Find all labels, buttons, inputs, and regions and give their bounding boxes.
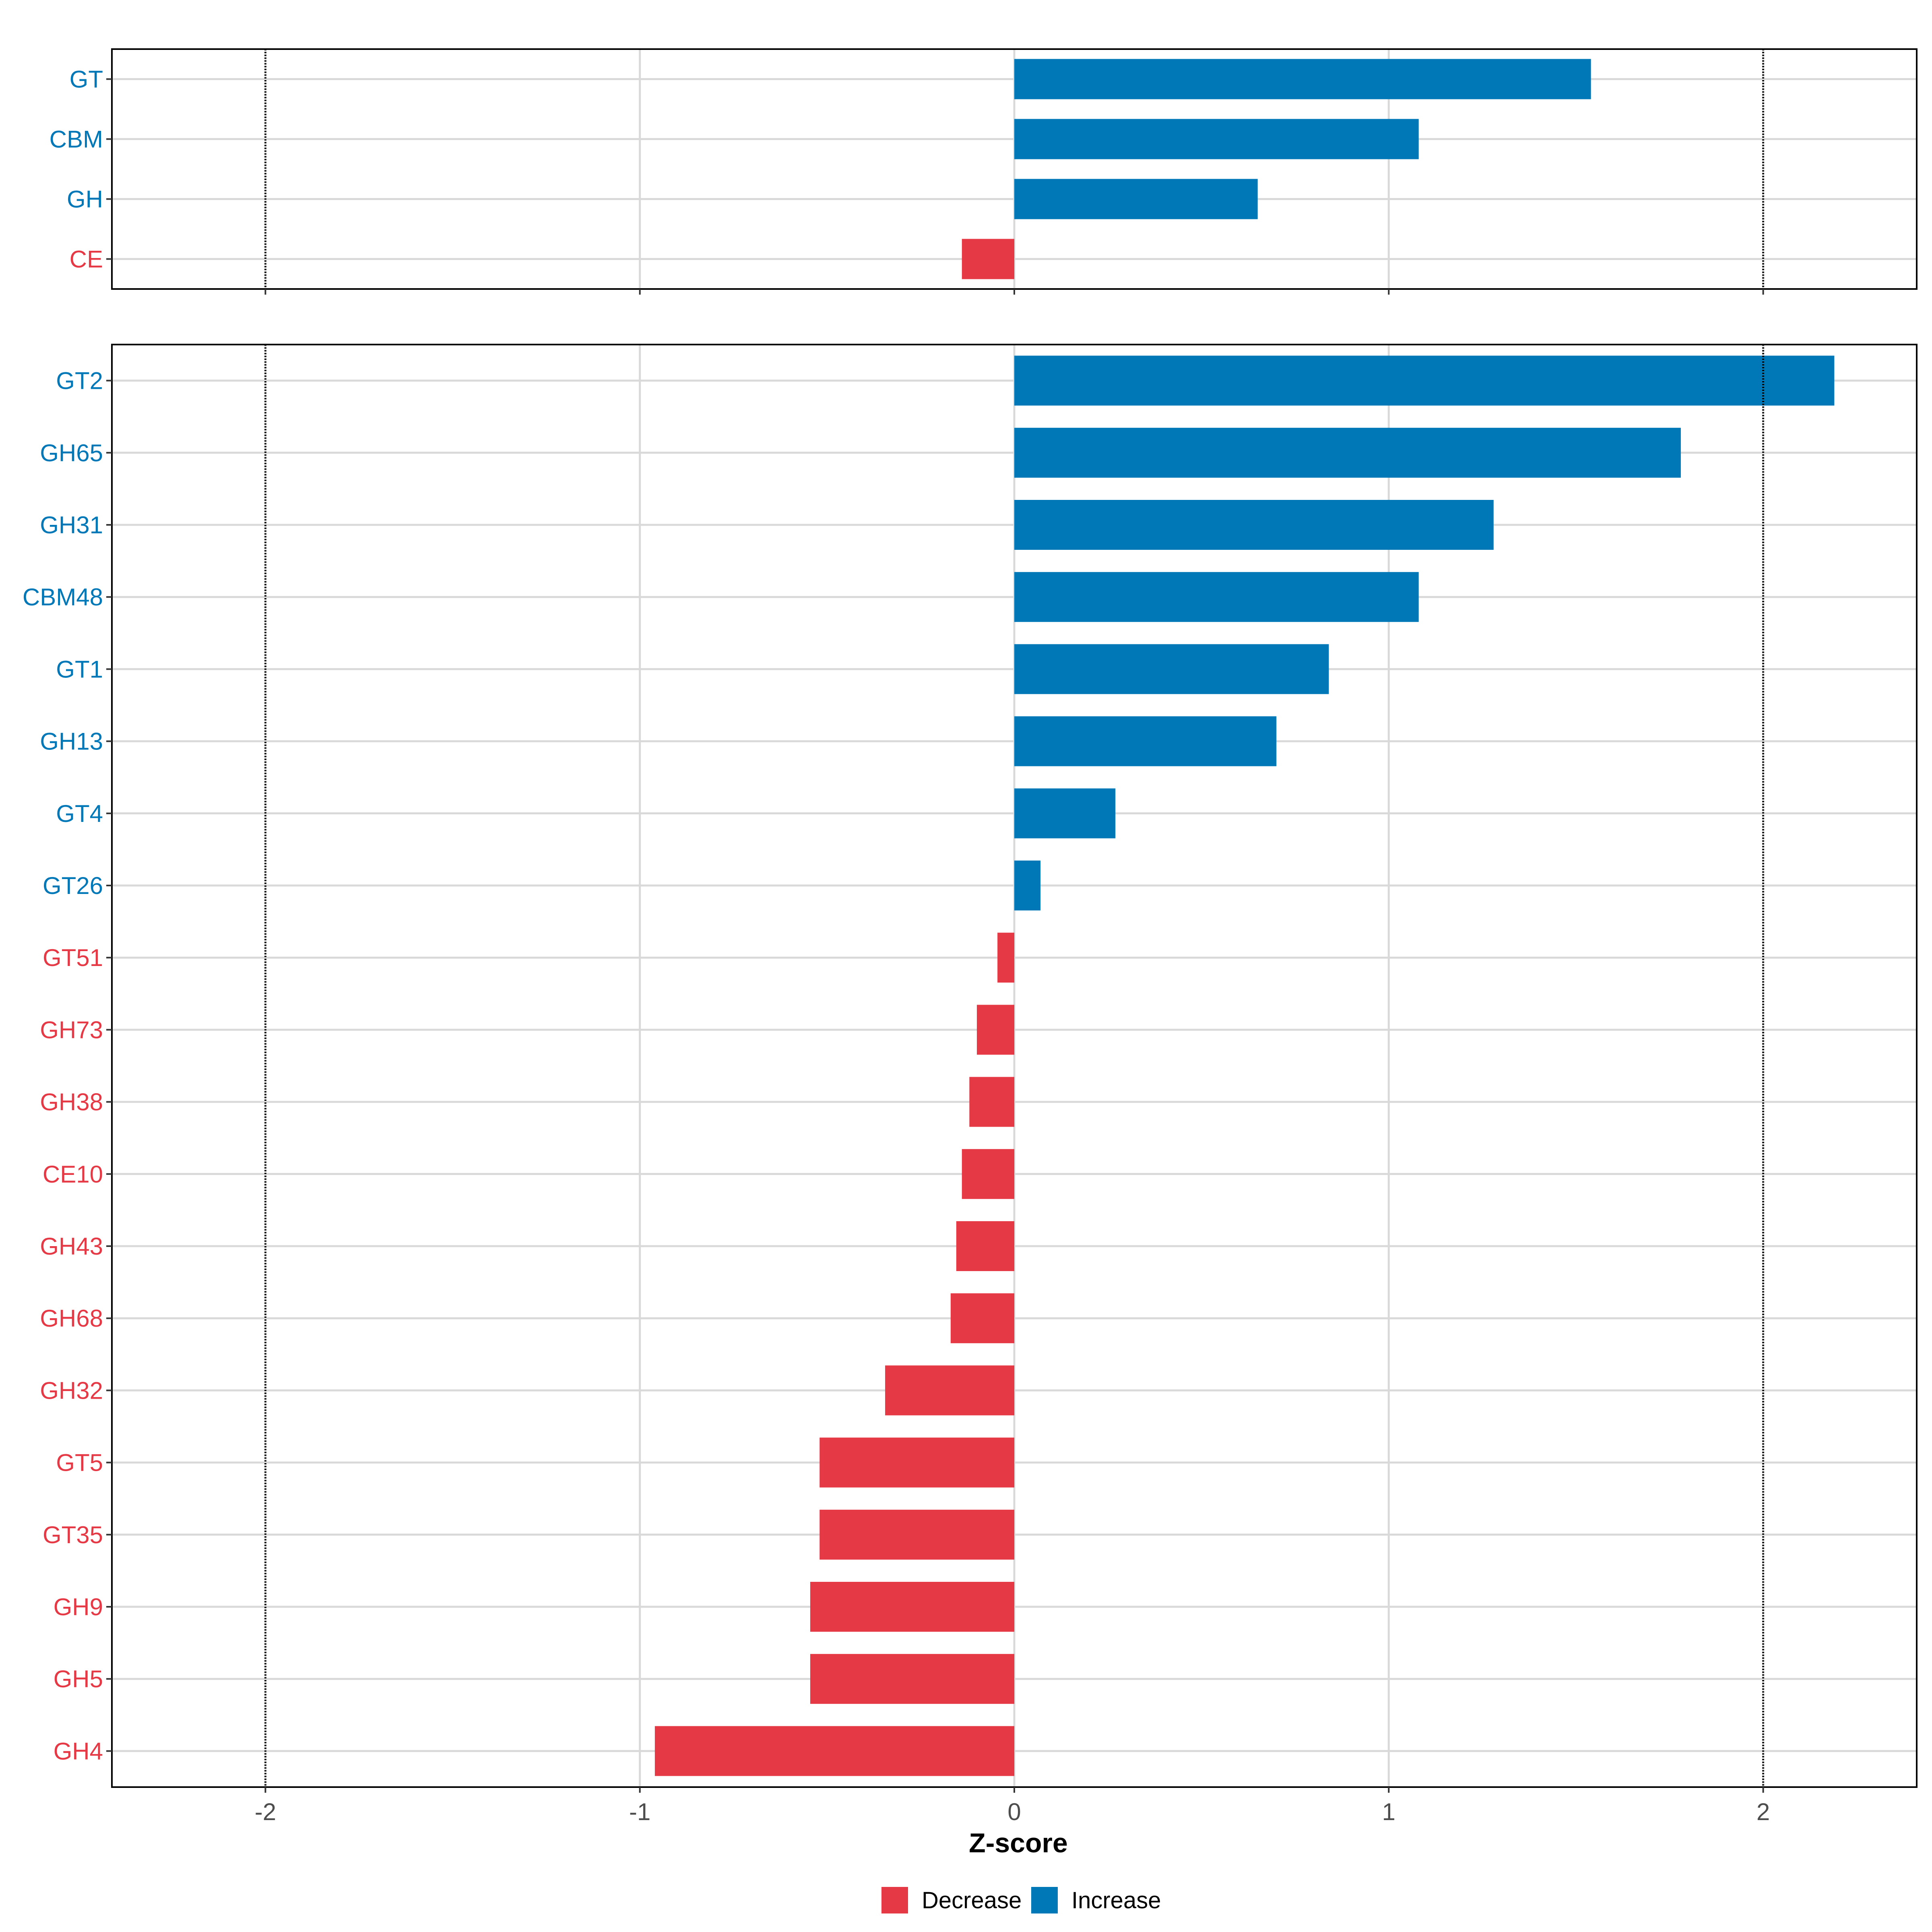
category-label-gh32: GH32 bbox=[40, 1377, 103, 1404]
category-label-gh31: GH31 bbox=[40, 512, 103, 539]
category-label-ce: CE bbox=[70, 246, 103, 273]
bar-gh38 bbox=[969, 1077, 1014, 1127]
category-label-gt4: GT4 bbox=[56, 800, 103, 827]
category-label-gt35: GT35 bbox=[43, 1521, 103, 1548]
category-label-gh: GH bbox=[67, 186, 103, 213]
bar-gh bbox=[1014, 179, 1258, 219]
x-tick-label: -1 bbox=[629, 1798, 650, 1825]
bar-gt5 bbox=[819, 1437, 1014, 1488]
bar-gh9 bbox=[810, 1582, 1014, 1632]
bar-gt26 bbox=[1014, 861, 1041, 910]
legend: Decrease Increase bbox=[881, 1887, 1161, 1913]
category-label-gh65: GH65 bbox=[40, 440, 103, 466]
legend-swatch-increase bbox=[1031, 1887, 1058, 1913]
category-label-gt5: GT5 bbox=[56, 1449, 103, 1476]
x-tick-label: 0 bbox=[1007, 1798, 1021, 1825]
category-label-gt26: GT26 bbox=[43, 872, 103, 899]
category-label-gh4: GH4 bbox=[54, 1738, 103, 1765]
bar-gt1 bbox=[1014, 644, 1329, 694]
bar-gh31 bbox=[1014, 500, 1494, 550]
category-label-gh9: GH9 bbox=[54, 1593, 103, 1620]
bar-cbm48 bbox=[1014, 572, 1419, 622]
x-tick-label: -2 bbox=[255, 1798, 276, 1825]
legend-swatch-decrease bbox=[881, 1887, 908, 1913]
bar-gh5 bbox=[810, 1654, 1014, 1704]
category-label-gt1: GT1 bbox=[56, 656, 103, 683]
category-label-gh68: GH68 bbox=[40, 1305, 103, 1332]
category-label-gh43: GH43 bbox=[40, 1233, 103, 1260]
x-tick-label: 1 bbox=[1382, 1798, 1395, 1825]
bar-gh68 bbox=[950, 1293, 1014, 1344]
top-panel: GT CBM GH CE bbox=[50, 48, 1918, 295]
x-axis-title: Z-score bbox=[969, 1828, 1068, 1858]
category-label-gt2: GT2 bbox=[56, 367, 103, 394]
category-label-gh73: GH73 bbox=[40, 1016, 103, 1043]
bar-gt51 bbox=[997, 933, 1014, 983]
category-label-gt51: GT51 bbox=[43, 944, 103, 971]
bar-ce bbox=[962, 239, 1014, 279]
x-axis: -2 -1 0 1 2 bbox=[255, 1798, 1770, 1825]
legend-label-increase: Increase bbox=[1071, 1887, 1161, 1913]
x-tick-label: 2 bbox=[1757, 1798, 1770, 1825]
category-label-cbm: CBM bbox=[50, 126, 103, 153]
bar-gh13 bbox=[1014, 716, 1277, 766]
bar-gt2 bbox=[1014, 355, 1835, 406]
category-label-cbm48: CBM48 bbox=[23, 584, 103, 611]
bottom-panel: GT2 GH65 GH31 CBM48 GT1 GH13 GT4 GT26 GT51 GH73 GH… bbox=[23, 344, 1918, 1793]
category-label-gt: GT bbox=[70, 66, 103, 93]
bar-cbm bbox=[1014, 119, 1419, 159]
category-label-gh38: GH38 bbox=[40, 1089, 103, 1116]
bar-gt4 bbox=[1014, 788, 1116, 838]
bar-gt bbox=[1014, 59, 1591, 99]
legend-label-decrease: Decrease bbox=[922, 1887, 1022, 1913]
bar-gh4 bbox=[654, 1726, 1014, 1776]
category-label-ce10: CE10 bbox=[43, 1161, 103, 1188]
category-label-gh5: GH5 bbox=[54, 1666, 103, 1693]
category-label-gh13: GH13 bbox=[40, 728, 103, 755]
bar-gh65 bbox=[1014, 427, 1681, 478]
bar-gh32 bbox=[885, 1365, 1014, 1416]
bar-gt35 bbox=[819, 1509, 1014, 1560]
bar-ce10 bbox=[962, 1149, 1014, 1199]
bar-gh73 bbox=[976, 1005, 1014, 1055]
bar-gh43 bbox=[956, 1221, 1014, 1271]
